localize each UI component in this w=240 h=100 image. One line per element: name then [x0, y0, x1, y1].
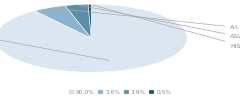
Text: HISPANIC: HISPANIC — [92, 5, 240, 49]
Wedge shape — [0, 4, 187, 72]
Text: A.I.: A.I. — [52, 8, 240, 30]
Wedge shape — [65, 4, 91, 38]
Text: ASIAN: ASIAN — [79, 5, 240, 39]
Wedge shape — [88, 4, 91, 38]
Text: WHITE: WHITE — [0, 27, 109, 60]
Legend: 90.0%, 5.6%, 3.9%, 0.5%: 90.0%, 5.6%, 3.9%, 0.5% — [66, 87, 174, 97]
Wedge shape — [35, 6, 91, 38]
